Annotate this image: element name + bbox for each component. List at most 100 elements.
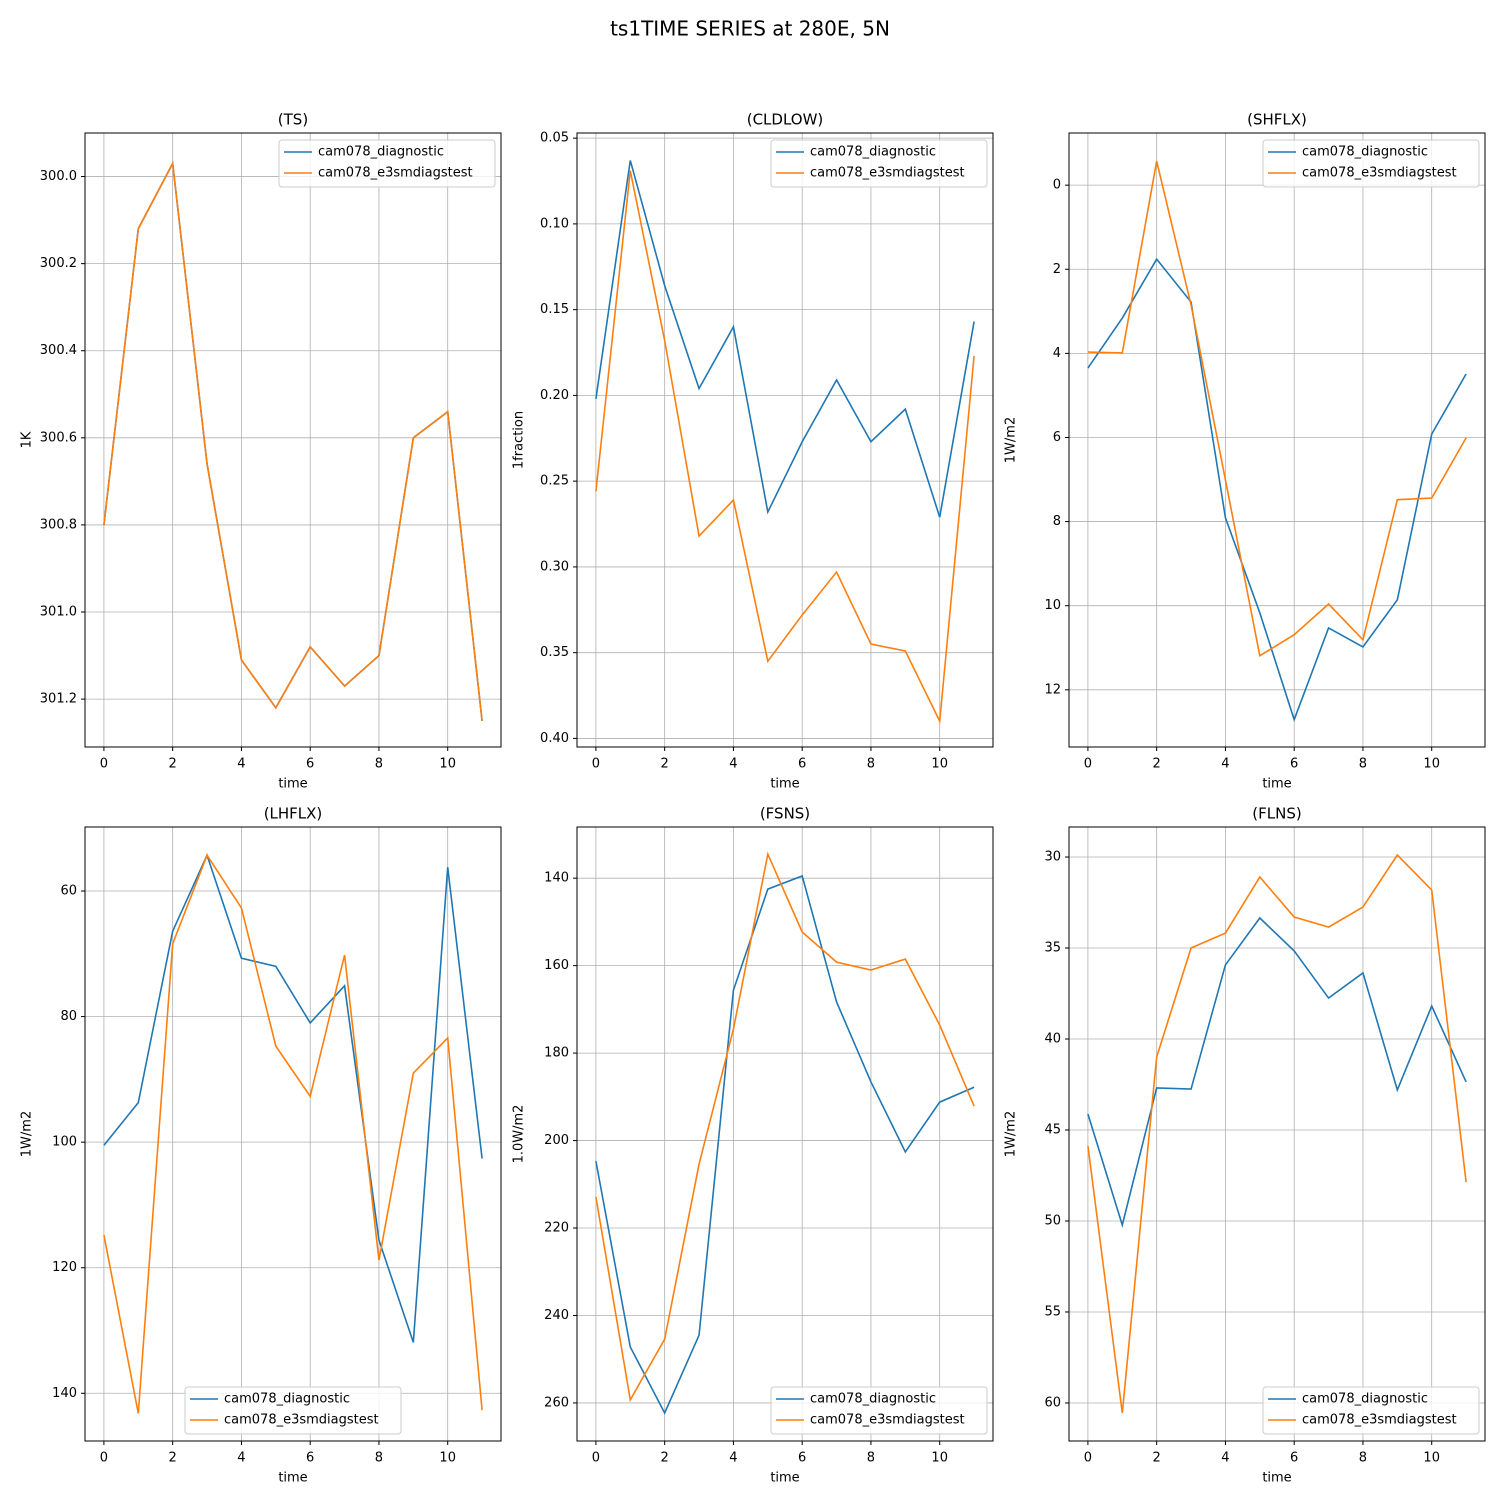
y-tick-label: 40	[1044, 1032, 1061, 1047]
y-tick-label: 260	[544, 1395, 569, 1410]
x-tick-label: 4	[1221, 757, 1229, 772]
figure-title: ts1TIME SERIES at 280E, 5N	[610, 17, 890, 41]
x-axis-label: time	[1262, 777, 1291, 792]
y-tick-label: 60	[60, 884, 77, 899]
y-tick-label: 140	[52, 1386, 77, 1401]
x-tick-label: 10	[439, 1451, 456, 1466]
x-tick-label: 6	[1290, 757, 1298, 772]
x-tick-label: 2	[661, 1451, 669, 1466]
x-tick-label: 0	[1084, 1451, 1092, 1466]
series-line	[1087, 160, 1467, 658]
subplot-title: (SHFLX)	[1247, 111, 1307, 129]
legend-label: cam078_e3smdiagstest	[1302, 166, 1457, 181]
series-line	[103, 853, 483, 1414]
x-axis-label: time	[770, 1471, 799, 1486]
y-tick-label: 300.4	[40, 343, 77, 358]
subplot-title: (FSNS)	[760, 805, 810, 823]
x-tick-label: 10	[931, 757, 948, 772]
x-tick-label: 4	[237, 1451, 245, 1466]
x-tick-label: 8	[1359, 757, 1367, 772]
x-tick-label: 10	[931, 1451, 948, 1466]
y-tick-label: 80	[60, 1009, 77, 1024]
legend-label: cam078_e3smdiagstest	[224, 1413, 379, 1428]
x-tick-label: 0	[100, 1451, 108, 1466]
axes-frame	[84, 132, 502, 748]
y-tick-label: 10	[1044, 598, 1061, 613]
legend-label: cam078_e3smdiagstest	[810, 166, 965, 181]
x-tick-label: 4	[729, 1451, 737, 1466]
series-line	[1087, 257, 1467, 723]
y-tick-label: 0.15	[540, 302, 569, 317]
x-tick-label: 8	[867, 1451, 875, 1466]
x-tick-label: 10	[439, 757, 456, 772]
x-tick-label: 2	[169, 757, 177, 772]
x-tick-label: 10	[1423, 1451, 1440, 1466]
x-tick-label: 4	[237, 757, 245, 772]
y-tick-label: 100	[52, 1135, 77, 1150]
y-tick-label: 6	[1053, 430, 1061, 445]
y-tick-label: 0.10	[540, 216, 569, 231]
y-tick-label: 50	[1044, 1213, 1061, 1228]
y-tick-label: 30	[1044, 850, 1061, 865]
legend-label: cam078_diagnostic	[810, 1392, 936, 1407]
y-tick-label: 220	[544, 1221, 569, 1236]
legend-label: cam078_e3smdiagstest	[1302, 1413, 1457, 1428]
y-tick-label: 55	[1044, 1304, 1061, 1319]
series-line	[595, 170, 975, 725]
y-tick-label: 200	[544, 1133, 569, 1148]
legend-label: cam078_diagnostic	[1302, 1392, 1428, 1407]
axes-frame	[1068, 132, 1486, 748]
subplot-title: (CLDLOW)	[747, 111, 824, 129]
legend-label: cam078_e3smdiagstest	[318, 166, 473, 181]
x-axis-label: time	[278, 1471, 307, 1486]
y-tick-label: 160	[544, 958, 569, 973]
y-tick-label: 0.05	[540, 131, 569, 146]
x-tick-label: 6	[798, 1451, 806, 1466]
subplot: 0 2 4 6 8 10 30 35 40 45 50 55 60 (FLNS) time 1W/m2 cam0…	[1004, 805, 1486, 1486]
series-line	[1087, 853, 1467, 1414]
x-tick-label: 2	[169, 1451, 177, 1466]
y-tick-label: 240	[544, 1308, 569, 1323]
y-axis-label: 1K	[20, 431, 35, 448]
legend-box	[278, 139, 496, 188]
y-tick-label: 300.6	[40, 430, 77, 445]
x-tick-label: 0	[592, 757, 600, 772]
x-tick-label: 8	[375, 757, 383, 772]
y-tick-label: 0.35	[540, 645, 569, 660]
y-tick-label: 120	[52, 1260, 77, 1275]
y-tick-label: 0.40	[540, 731, 569, 746]
x-tick-label: 6	[1290, 1451, 1298, 1466]
axes-frame	[1068, 826, 1486, 1442]
x-axis-label: time	[1262, 1471, 1291, 1486]
subplot-title: (LHFLX)	[264, 805, 323, 823]
subplot: 0 2 4 6 8 10 140 160 180 200 220 240 260 (FSNS) time 1.…	[512, 805, 994, 1486]
x-tick-label: 2	[1153, 1451, 1161, 1466]
y-axis-label: 1W/m2	[1004, 1111, 1019, 1157]
subplot: 0 2 4 6 8 10 60 80 100 120 140 (LHFLX) time 1W/m2 cam0…	[20, 805, 502, 1486]
y-tick-label: 301.2	[40, 692, 77, 707]
series-line	[103, 853, 483, 1343]
x-tick-label: 10	[1423, 757, 1440, 772]
subplot: 0 2 4 6 8 10 300.0 300.2 300.4 300.6 300.8 301.0 301…	[20, 111, 502, 792]
subplot-title: (FLNS)	[1252, 805, 1301, 823]
x-tick-label: 8	[867, 757, 875, 772]
series-line	[595, 874, 975, 1415]
y-tick-label: 45	[1044, 1122, 1061, 1137]
legend-box	[1262, 1386, 1480, 1435]
legend-label: cam078_e3smdiagstest	[810, 1413, 965, 1428]
x-tick-label: 0	[592, 1451, 600, 1466]
subplot-title: (TS)	[278, 111, 308, 129]
y-tick-label: 180	[544, 1046, 569, 1061]
legend-box	[1262, 139, 1480, 188]
x-tick-label: 8	[375, 1451, 383, 1466]
series-line	[595, 851, 975, 1403]
series-line	[103, 160, 483, 721]
axes-frame	[576, 826, 994, 1442]
x-tick-label: 6	[306, 757, 314, 772]
x-tick-label: 0	[1084, 757, 1092, 772]
axes-frame	[576, 132, 994, 748]
y-axis-label: 1.0W/m2	[512, 1105, 527, 1164]
legend-box	[184, 1386, 402, 1435]
y-tick-label: 0.25	[540, 474, 569, 489]
y-tick-label: 0	[1053, 178, 1061, 193]
